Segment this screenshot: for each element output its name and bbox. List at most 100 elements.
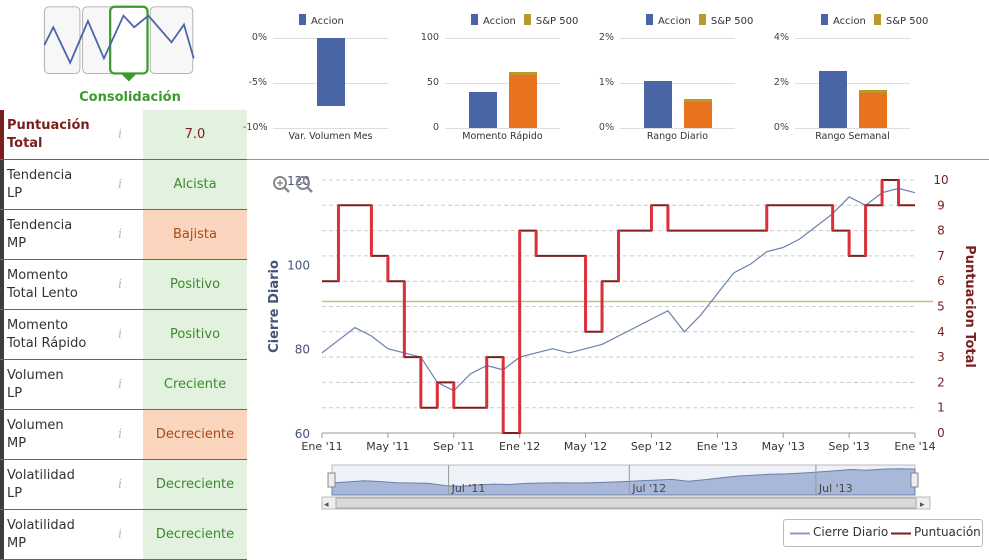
metric-value: Bajista xyxy=(143,210,247,259)
mini-ytick: 4% xyxy=(773,32,789,43)
x-tick-label: May '13 xyxy=(762,440,805,453)
metric-value: 7.0 xyxy=(143,110,247,159)
metric-row: Volumen MP i Decreciente xyxy=(0,410,247,460)
x-tick-label: Ene '12 xyxy=(499,440,540,453)
mini-legend-item[interactable]: S&P 500 xyxy=(523,14,578,27)
mini-gridline xyxy=(273,128,388,129)
navigator-label: Jul '11 xyxy=(451,482,486,495)
scroll-left-arrow[interactable]: ◂ xyxy=(324,500,329,510)
mini-gridline xyxy=(620,83,735,84)
mini-bar[interactable] xyxy=(508,72,537,128)
metric-label-line2: LP xyxy=(7,186,23,201)
metric-label-line1: Momento xyxy=(7,318,69,333)
mini-ytick: 50 xyxy=(426,77,439,88)
mini-bar-chart: Accion S&P 500 100 50 0 Momento Rápido xyxy=(415,0,585,150)
x-tick-label: Sep '11 xyxy=(433,440,474,453)
info-icon[interactable]: i xyxy=(118,277,123,292)
navigator-label: Jul '13 xyxy=(818,482,853,495)
metric-label-line2: LP xyxy=(7,386,23,401)
metric-label: Tendencia LP xyxy=(0,160,143,209)
mini-bar-chart: Accion 0% -5% -10% Var. Volumen Mes xyxy=(243,0,413,150)
info-icon[interactable]: i xyxy=(118,177,123,192)
mini-legend-item[interactable]: Accion xyxy=(299,14,344,27)
legend-label-puntuacion[interactable]: Puntuación xyxy=(914,525,981,539)
mini-bar[interactable] xyxy=(643,80,672,128)
metric-label: Volumen MP xyxy=(0,410,143,459)
mini-bar[interactable] xyxy=(683,98,712,128)
y2-tick-label: 8 xyxy=(937,224,945,238)
metric-label-line1: Volatilidad xyxy=(7,518,75,533)
y2-tick-label: 5 xyxy=(937,300,945,314)
mini-ytick: 0% xyxy=(598,122,614,133)
mini-legend-item[interactable]: S&P 500 xyxy=(873,14,928,27)
metric-value: Alcista xyxy=(143,160,247,209)
info-icon[interactable]: i xyxy=(118,327,123,342)
metric-row: Tendencia LP i Alcista xyxy=(0,160,247,210)
metric-label-line2: MP xyxy=(7,536,27,551)
mini-ytick: 0% xyxy=(773,122,789,133)
mini-bar[interactable] xyxy=(468,92,497,128)
info-icon[interactable]: i xyxy=(118,127,123,142)
mini-bar-chart: Accion S&P 500 2% 1% 0% Rango Diario xyxy=(590,0,760,150)
x-tick-label: Ene '11 xyxy=(301,440,342,453)
mini-ytick: 100 xyxy=(420,32,439,43)
info-icon[interactable]: i xyxy=(118,427,123,442)
zoom-in-icon[interactable] xyxy=(273,176,290,193)
mini-gridline xyxy=(795,83,910,84)
metric-label: Volatilidad MP xyxy=(0,510,143,559)
metric-row: Tendencia MP i Bajista xyxy=(0,210,247,260)
mini-legend: Accion S&P 500 xyxy=(471,14,586,27)
metric-label-line1: Volumen xyxy=(7,368,64,383)
section-divider xyxy=(247,159,989,160)
mini-legend-item[interactable]: Accion xyxy=(646,14,691,27)
y2-tick-label: 2 xyxy=(937,375,945,389)
legend-line-cierre xyxy=(790,532,810,535)
mini-bar[interactable] xyxy=(316,38,345,106)
y2-tick-label: 4 xyxy=(937,325,945,339)
mini-ytick: 1% xyxy=(598,77,614,88)
metric-value: Creciente xyxy=(143,360,247,409)
metric-label-line2: Total Rápido xyxy=(7,336,87,351)
mini-gridline xyxy=(620,38,735,39)
metric-label: Volumen LP xyxy=(0,360,143,409)
mini-gridline xyxy=(445,128,560,129)
mini-bar-cap xyxy=(683,98,712,102)
metric-row: Volumen LP i Creciente xyxy=(0,360,247,410)
metric-row: Momento Total Rápido i Positivo xyxy=(0,310,247,360)
pattern-thumbnail[interactable] xyxy=(32,5,207,85)
metric-label: Momento Total Lento xyxy=(0,260,143,309)
y-tick-label: 60 xyxy=(295,427,310,441)
mini-legend: Accion S&P 500 xyxy=(646,14,761,27)
info-icon[interactable]: i xyxy=(118,377,123,392)
y2-tick-label: 7 xyxy=(937,249,945,263)
navigator-series xyxy=(331,468,916,496)
metric-label-line2: Total Lento xyxy=(7,286,78,301)
y2-axis-title: Puntuacion Total xyxy=(962,245,977,368)
legend-label-cierre[interactable]: Cierre Diario xyxy=(813,525,889,539)
info-icon[interactable]: i xyxy=(118,527,123,542)
mini-legend-item[interactable]: Accion xyxy=(471,14,516,27)
zoom-out-icon[interactable] xyxy=(296,176,313,193)
metric-label: Tendencia MP xyxy=(0,210,143,259)
y2-tick-label: 10 xyxy=(933,173,948,187)
mini-legend-item[interactable]: Accion xyxy=(821,14,866,27)
mini-bar[interactable] xyxy=(858,89,887,128)
x-tick-label: Ene '14 xyxy=(894,440,935,453)
info-icon[interactable]: i xyxy=(118,227,123,242)
mini-gridline xyxy=(795,38,910,39)
navigator-handle-right[interactable] xyxy=(910,472,919,488)
mini-bar[interactable] xyxy=(818,70,847,128)
navigator-handle-left[interactable] xyxy=(327,472,336,488)
legend-line-puntuacion xyxy=(891,532,911,535)
navigator-label: Jul '12 xyxy=(631,482,666,495)
mini-category: Momento Rápido xyxy=(462,131,543,142)
info-icon[interactable]: i xyxy=(118,477,123,492)
scroll-right-arrow[interactable]: ▸ xyxy=(920,500,925,510)
mini-legend: Accion xyxy=(299,14,352,27)
metric-value: Decreciente xyxy=(143,510,247,559)
series-cierre-diario[interactable] xyxy=(321,187,916,392)
scrollbar-thumb[interactable] xyxy=(335,497,917,509)
mini-legend-item[interactable]: S&P 500 xyxy=(698,14,753,27)
x-tick-label: Sep '12 xyxy=(631,440,672,453)
